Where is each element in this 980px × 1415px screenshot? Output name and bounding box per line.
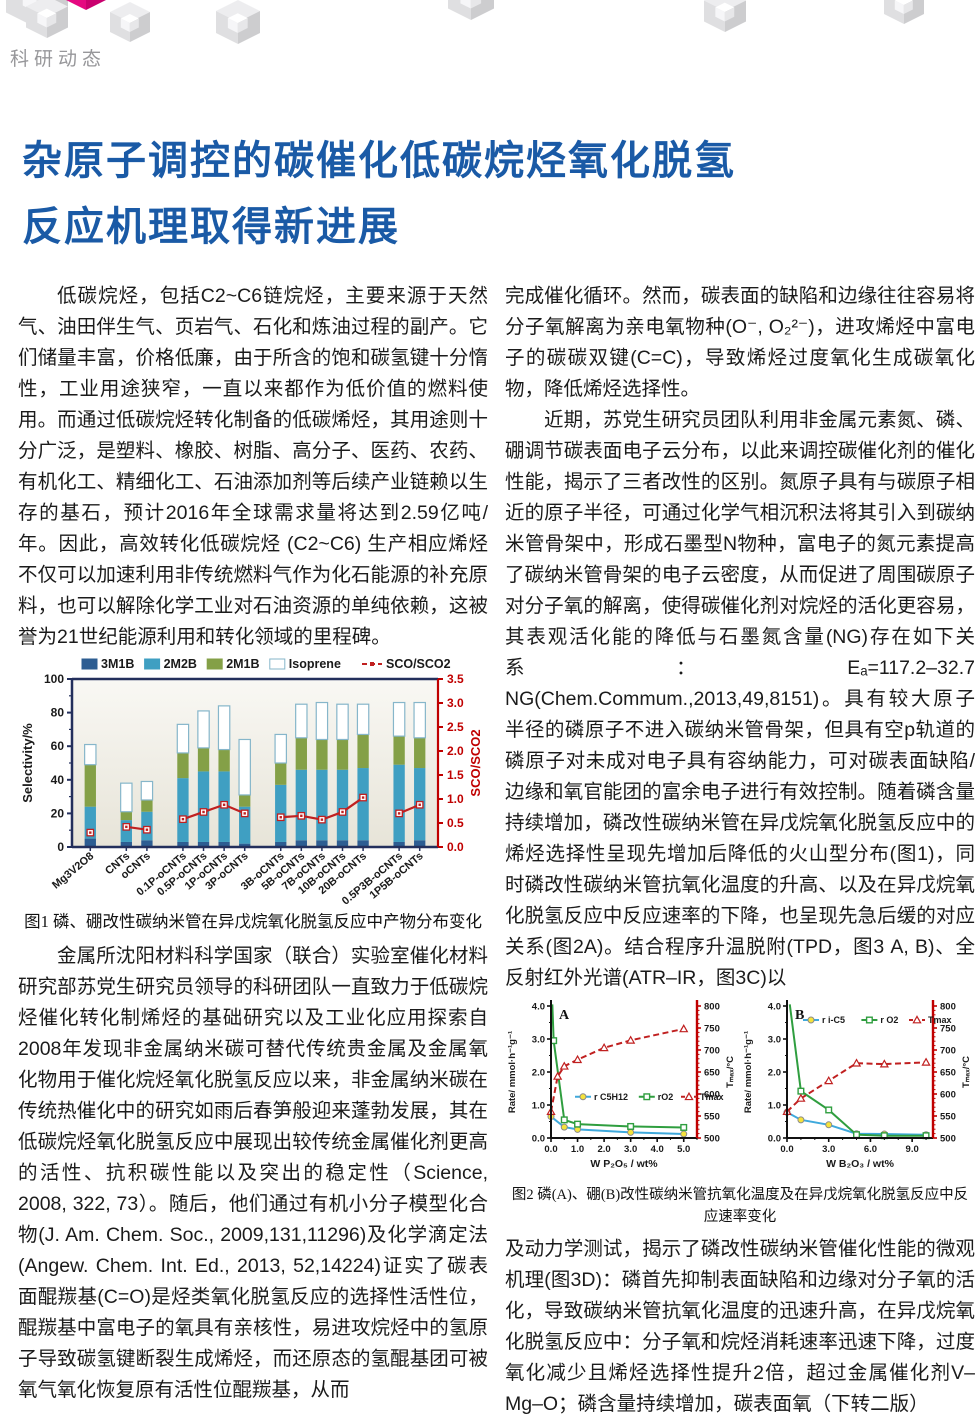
svg-text:1.0: 1.0 [447, 792, 464, 806]
svg-text:3M1B: 3M1B [101, 657, 134, 671]
svg-text:0.5: 0.5 [447, 816, 464, 830]
svg-text:3.5: 3.5 [447, 672, 464, 686]
svg-text:2.0: 2.0 [768, 1068, 781, 1079]
svg-text:650: 650 [940, 1068, 956, 1079]
svg-text:2.0: 2.0 [597, 1144, 610, 1155]
svg-text:750: 750 [940, 1024, 956, 1035]
svg-text:1.0: 1.0 [768, 1101, 781, 1112]
paragraph: 及动力学测试，揭示了磷改性碳纳米管催化性能的微观机理(图3D)：磷首先抑制表面缺… [505, 1238, 975, 1415]
svg-text:550: 550 [704, 1112, 720, 1123]
paragraph: 完成催化循环。然而，碳表面的缺陷和边缘往往容易将分子氧解离为亲电氧物种(O⁻, … [505, 285, 975, 400]
svg-text:550: 550 [940, 1112, 956, 1123]
article-body: 低碳烷烃，包括C2~C6链烷烃，主要来源于天然气、油田伴生气、页岩气、石化和炼油… [18, 281, 975, 1415]
decorative-cubes [6, 0, 924, 44]
svg-text:750: 750 [704, 1024, 720, 1035]
svg-text:800: 800 [940, 1002, 956, 1013]
figure2-caption: 图2 磷(A)、硼(B)改性碳纳米管抗氧化温度及在异戊烷氧化脱氢反应中反应速率变… [511, 1187, 969, 1225]
svg-text:0.0: 0.0 [544, 1144, 557, 1155]
svg-text:0.0: 0.0 [768, 1134, 781, 1145]
svg-text:3.0: 3.0 [822, 1144, 835, 1155]
svg-text:4.0: 4.0 [651, 1144, 664, 1155]
page-title: 杂原子调控的碳催化低碳烷烃氧化脱氢 反应机理取得新进展 [22, 128, 957, 260]
svg-text:40: 40 [51, 773, 65, 787]
svg-text:r C5H12: r C5H12 [594, 1092, 628, 1102]
paragraph: 金属所沈阳材料科学国家（联合）实验室催化材料研究部苏党生研究员领导的科研团队一直… [18, 945, 488, 1401]
svg-text:60: 60 [51, 739, 65, 753]
svg-text:800: 800 [704, 1002, 720, 1013]
svg-text:0: 0 [57, 840, 64, 854]
figure2a-chart: 0.0 1.0 2.0 3.0 4.0 500 550 600 650 700 750 800 0.0 1… [507, 1000, 736, 1170]
svg-text:3.0: 3.0 [624, 1144, 637, 1155]
section-label: 科研动态 [10, 49, 107, 70]
paragraph: 低碳烷烃，包括C2~C6链烷烃，主要来源于天然气、油田伴生气、页岩气、石化和炼油… [18, 285, 488, 648]
svg-text:1.0: 1.0 [571, 1144, 584, 1155]
svg-text:4.0: 4.0 [532, 1002, 545, 1013]
svg-text:W P₂O₅ / wt%: W P₂O₅ / wt% [590, 1158, 658, 1170]
svg-text:2M1B: 2M1B [226, 657, 259, 671]
figure2: 0.0 1.0 2.0 3.0 4.0 500 550 600 650 700 750 800 0.0 1… [505, 994, 975, 1182]
svg-text:A: A [559, 1008, 570, 1023]
svg-text:2M2B: 2M2B [164, 657, 197, 671]
svg-text:700: 700 [940, 1046, 956, 1057]
svg-text:700: 700 [704, 1046, 720, 1057]
svg-text:W B₂O₃ / wt%: W B₂O₃ / wt% [826, 1158, 895, 1170]
svg-text:0.0: 0.0 [532, 1134, 545, 1145]
paragraph: 近期，苏党生研究员团队利用非金属元素氮、磷、硼调节碳表面电子云分布，以此来调控碳… [505, 409, 975, 989]
svg-text:1.5: 1.5 [447, 768, 464, 782]
svg-text:r O2: r O2 [880, 1015, 898, 1025]
svg-text:20: 20 [51, 806, 65, 820]
page-title-line1: 杂原子调控的碳催化低碳烷烃氧化脱氢 [22, 139, 736, 183]
svg-text:SCO/SCO2: SCO/SCO2 [468, 729, 483, 796]
svg-text:Tₘₐₓ/°C: Tₘₐₓ/°C [961, 1056, 972, 1088]
svg-text:Isoprene: Isoprene [289, 657, 341, 671]
figure2b-chart: 0.0 1.0 2.0 3.0 4.0 500 550 600 650 700 750 800 0.0 3… [743, 1000, 972, 1170]
svg-text:500: 500 [940, 1134, 956, 1145]
svg-text:3.0: 3.0 [768, 1035, 781, 1046]
svg-text:Selectivity/%: Selectivity/% [20, 723, 35, 803]
svg-text:9.0: 9.0 [906, 1144, 919, 1155]
svg-text:2.0: 2.0 [532, 1068, 545, 1079]
svg-text:Tmax: Tmax [928, 1015, 952, 1025]
svg-text:rO2: rO2 [658, 1092, 674, 1102]
svg-text:4.0: 4.0 [768, 1002, 781, 1013]
svg-text:5.0: 5.0 [677, 1144, 690, 1155]
svg-text:r i-C5: r i-C5 [822, 1015, 845, 1025]
svg-text:500: 500 [704, 1134, 720, 1145]
svg-text:600: 600 [704, 1090, 720, 1101]
svg-text:600: 600 [940, 1090, 956, 1101]
column-right: 完成催化循环。然而，碳表面的缺陷和边缘往往容易将分子氧解离为亲电氧物种(O⁻, … [505, 281, 975, 1415]
svg-text:B: B [795, 1008, 804, 1023]
svg-text:650: 650 [704, 1068, 720, 1079]
svg-text:Tₘₐₓ/°C: Tₘₐₓ/°C [725, 1056, 736, 1088]
svg-text:SCO/SCO2: SCO/SCO2 [386, 657, 451, 671]
svg-text:1.0: 1.0 [532, 1101, 545, 1112]
svg-text:Rate/ mmol·h⁻¹g⁻¹: Rate/ mmol·h⁻¹g⁻¹ [507, 1031, 518, 1113]
svg-text:Mg3V2O8: Mg3V2O8 [50, 850, 96, 891]
svg-text:2.5: 2.5 [447, 720, 464, 734]
svg-text:6.0: 6.0 [864, 1144, 877, 1155]
svg-text:0.0: 0.0 [780, 1144, 793, 1155]
svg-text:80: 80 [51, 706, 65, 720]
svg-text:100: 100 [44, 672, 64, 686]
figure1-chart: 0 20 40 60 80 100 0.0 0.5 1.0 1.5 2.0 2.5 3.0 3.5 Mg3V… [18, 653, 488, 905]
svg-text:2.0: 2.0 [447, 744, 464, 758]
svg-text:3.0: 3.0 [447, 696, 464, 710]
page-title-line2: 反应机理取得新进展 [22, 205, 400, 249]
svg-text:0.0: 0.0 [447, 840, 464, 854]
column-left: 低碳烷烃，包括C2~C6链烷烃，主要来源于天然气、油田伴生气、页岩气、石化和炼油… [18, 281, 488, 1415]
svg-text:3.0: 3.0 [532, 1035, 545, 1046]
svg-text:Rate/ mmol·h⁻¹g⁻¹: Rate/ mmol·h⁻¹g⁻¹ [743, 1031, 754, 1113]
svg-text:Tmax: Tmax [700, 1092, 724, 1102]
figure1-caption: 图1 磷、硼改性碳纳米管在异戊烷氧化脱氢反应中产物分布变化 [24, 912, 482, 931]
